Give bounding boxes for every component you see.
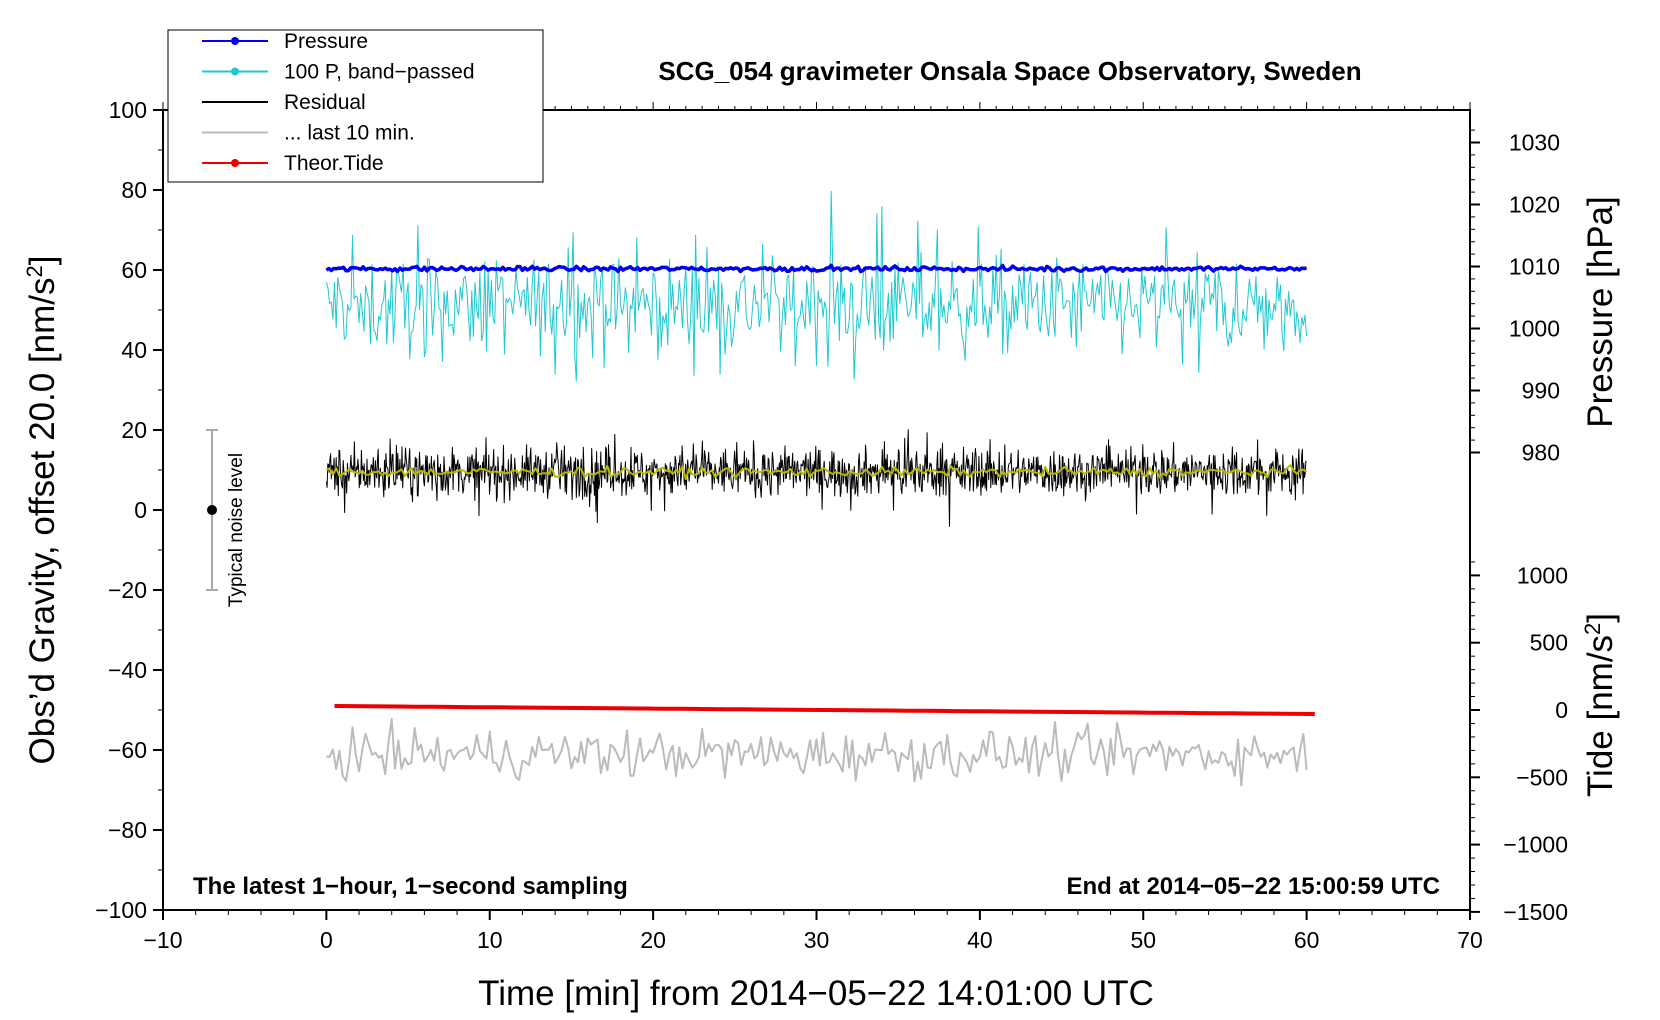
y-tick-label: −20 — [108, 577, 147, 603]
legend-entry-label: ... last 10 min. — [284, 122, 415, 145]
legend-swatch-marker — [231, 159, 239, 167]
y-tick-label: 0 — [134, 497, 147, 523]
noise-bar-label: Typical noise level — [226, 453, 247, 607]
series-line-last-10-min — [326, 717, 1308, 787]
pressure-tick-label: 1030 — [1509, 130, 1560, 156]
y-axis-pressure: 980 990 1000 1010 1020 1030 — [1470, 130, 1560, 466]
x-tick-label: 20 — [640, 927, 666, 953]
y-axis-pressure-label: Pressure [hPa] — [1581, 196, 1620, 428]
tide-tick-label: −1000 — [1503, 832, 1568, 858]
series-line-pressure — [325, 263, 1308, 274]
legend: Pressure 100 P, band−passed Residual ... la… — [167, 29, 544, 183]
tide-tick-label: 1000 — [1517, 562, 1568, 588]
y-axis-tide: −1500 −1000 −500 0 500 1000 — [1470, 561, 1568, 925]
y-tick-label: −60 — [108, 737, 147, 763]
x-tick-label: 30 — [804, 927, 830, 953]
tide-tick-label: −1500 — [1503, 899, 1568, 925]
pressure-tick-label: 990 — [1522, 378, 1560, 404]
annotation-right: End at 2014−05−22 15:00:59 UTC — [1066, 873, 1440, 900]
y-tick-label: −100 — [95, 897, 147, 923]
legend-swatch-marker — [231, 67, 239, 76]
legend-box — [167, 29, 544, 183]
x-tick-label: −10 — [143, 927, 182, 953]
series-line-theor-tide — [334, 704, 1315, 716]
legend-entry-label: Theor.Tide — [284, 152, 384, 175]
pressure-tick-label: 1020 — [1509, 192, 1560, 218]
pressure-tick-label: 1010 — [1509, 254, 1560, 280]
x-tick-label: 10 — [477, 927, 503, 953]
y-tick-label: 80 — [121, 177, 147, 203]
legend-entry-label: Residual — [284, 91, 366, 114]
y-axis-tide-label: Tide [nm/s2] — [1580, 613, 1620, 797]
y-tick-label: −80 — [108, 817, 147, 843]
plot-frame — [162, 109, 1471, 911]
x-tick-label: 0 — [320, 927, 333, 953]
series-line-residual — [325, 429, 1307, 527]
annotation-left: The latest 1−hour, 1−second sampling — [193, 873, 628, 900]
x-axis-label: Time [min] from 2014−05−22 14:01:00 UTC — [478, 974, 1154, 1013]
pressure-tick-label: 980 — [1522, 440, 1560, 466]
y-tick-label: 100 — [109, 97, 147, 123]
tide-tick-label: −500 — [1516, 764, 1568, 790]
tide-tick-label: 500 — [1530, 630, 1568, 656]
y-tick-label: 60 — [121, 257, 147, 283]
legend-entry-label: 100 P, band−passed — [284, 61, 475, 84]
y-axis-left-label: Obs’d Gravity, offset 20.0 [nm/s2] — [22, 256, 62, 765]
x-tick-label: 60 — [1294, 927, 1320, 953]
x-tick-label: 40 — [967, 927, 993, 953]
series-line-100-p-band-passed — [325, 190, 1308, 382]
noise-bar-center-dot — [207, 505, 218, 515]
legend-entry-label: Pressure — [284, 30, 368, 53]
chart-title: SCG_054 gravimeter Onsala Space Observat… — [658, 56, 1361, 86]
x-axis: −10 0 10 20 30 40 50 60 70 — [143, 910, 1483, 953]
series-line-residual-smoothed — [325, 464, 1308, 481]
legend-swatch-marker — [231, 37, 239, 45]
x-tick-label: 50 — [1130, 927, 1156, 953]
y-axis-left: −100 −80 −60 −40 −20 0 20 40 60 80 100 — [95, 97, 163, 923]
series-layer — [325, 190, 1315, 787]
noise-level-bar: Typical noise level — [206, 429, 247, 607]
y-tick-label: 20 — [121, 417, 147, 443]
tide-tick-label: 0 — [1555, 697, 1568, 723]
y-tick-label: −40 — [108, 657, 147, 683]
y-tick-label: 40 — [121, 337, 147, 363]
pressure-tick-label: 1000 — [1509, 316, 1560, 342]
x-tick-label: 70 — [1457, 927, 1483, 953]
